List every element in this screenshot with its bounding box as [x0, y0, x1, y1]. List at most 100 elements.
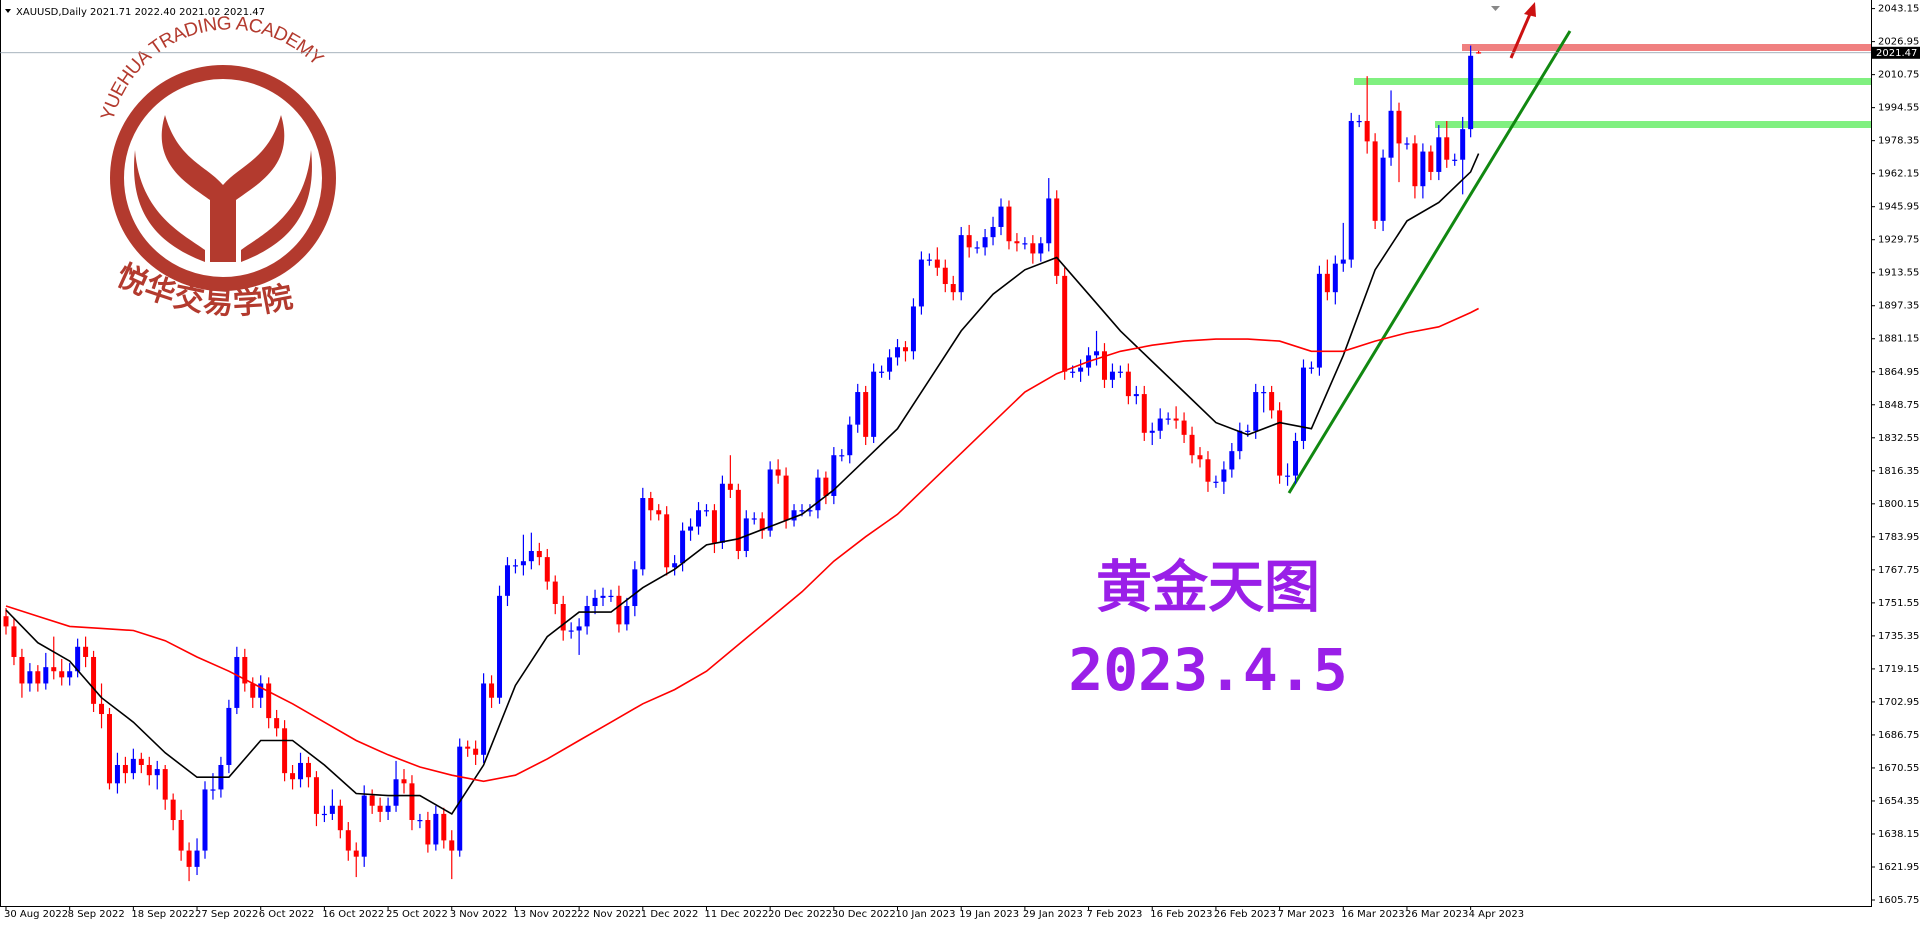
arrow — [1509, 13, 1532, 59]
y-tick-label: 1929.75 — [1878, 235, 1919, 246]
x-tick-label: 27 Sep 2022 — [195, 909, 258, 920]
candle-body — [839, 455, 845, 457]
price-label: 2021.47 — [1876, 48, 1917, 59]
candle-body — [146, 764, 152, 776]
candle-body — [242, 656, 248, 684]
candle-body — [1444, 137, 1450, 160]
candle-body — [1165, 418, 1171, 420]
candle-body — [998, 206, 1004, 227]
x-tick-label: 4 Apr 2023 — [1469, 909, 1524, 920]
candle-body — [393, 779, 399, 806]
y-tick-label: 1816.35 — [1878, 466, 1919, 477]
candle-body — [600, 595, 606, 598]
candle-body — [807, 510, 813, 512]
y-tick-label: 1638.15 — [1878, 829, 1919, 840]
candle-body — [1101, 351, 1107, 380]
candle-body — [560, 603, 566, 631]
candle-body — [910, 306, 916, 352]
x-tick-label: 29 Jan 2023 — [1023, 909, 1083, 920]
support-zone — [1435, 121, 1871, 128]
x-tick-label: 16 Mar 2023 — [1341, 909, 1404, 920]
candle-body — [290, 773, 296, 780]
candle-body — [855, 392, 861, 425]
candle-body — [759, 518, 765, 531]
candle-body — [1460, 129, 1466, 160]
y-tick-label: 1702.95 — [1878, 697, 1919, 708]
candle-body — [624, 606, 630, 625]
x-tick-label: 22 Nov 2022 — [577, 909, 641, 920]
x-tick-label: 7 Feb 2023 — [1087, 909, 1143, 920]
x-tick-label: 26 Feb 2023 — [1214, 909, 1276, 920]
candle-body — [1237, 430, 1243, 452]
candle-body — [27, 671, 33, 684]
candle-body — [313, 777, 319, 814]
logo-mark — [134, 150, 205, 262]
x-tick-label: 3 Nov 2022 — [450, 909, 508, 920]
candle-body — [1014, 241, 1020, 244]
candle-body — [895, 347, 901, 358]
y-tick-label: 2043.15 — [1878, 4, 1919, 15]
candle-body — [162, 769, 168, 800]
candle-body — [1245, 430, 1251, 432]
candle-body — [1269, 392, 1275, 411]
candle-body — [1412, 143, 1418, 187]
x-tick-label: 25 Oct 2022 — [386, 909, 448, 920]
candle-body — [11, 626, 17, 657]
candle-body — [616, 595, 622, 625]
candle-body — [727, 483, 733, 490]
moving-average — [5, 307, 1479, 783]
y-tick-label: 1848.75 — [1878, 400, 1919, 411]
x-tick-label: 6 Oct 2022 — [259, 909, 314, 920]
candle-body — [1125, 371, 1131, 397]
candle-body — [282, 728, 288, 774]
candle-body — [369, 795, 375, 806]
candle-body — [688, 526, 694, 531]
y-tick-label: 1719.15 — [1878, 664, 1919, 675]
candle-body — [1348, 120, 1354, 260]
candle-body — [528, 551, 534, 562]
candle-body — [1109, 371, 1115, 380]
candle-body — [1332, 263, 1338, 293]
x-tick-label: 13 Nov 2022 — [513, 909, 577, 920]
candle-body — [1388, 110, 1394, 158]
candle-body — [934, 259, 940, 268]
candle-body — [361, 795, 367, 857]
x-tick-label: 18 Sep 2022 — [131, 909, 194, 920]
candle-body — [592, 597, 598, 607]
candle-body — [154, 769, 160, 776]
x-tick-label: 10 Jan 2023 — [896, 909, 956, 920]
candle-body — [696, 510, 702, 527]
y-tick-label: 2010.75 — [1878, 70, 1919, 81]
candle-body — [672, 563, 678, 568]
candle-body — [1006, 206, 1012, 242]
candle-body — [775, 469, 781, 476]
candle-body — [831, 455, 837, 496]
candle-body — [170, 799, 176, 821]
candle-body — [512, 565, 518, 567]
candle-body — [648, 498, 654, 511]
price-label-box — [1872, 46, 1920, 59]
candle-body — [497, 595, 503, 698]
logo-mark — [241, 150, 312, 262]
candle-body — [1436, 137, 1442, 172]
candle-body — [1141, 394, 1147, 433]
candle-body — [258, 683, 264, 698]
candle-body — [298, 762, 304, 780]
candle-body — [1396, 110, 1402, 144]
plot: 2043.15 2026.95 2010.75 1994.55 1978.35 1962.… — [0, 4, 1920, 920]
candle-body — [417, 820, 423, 822]
y-tick-label: 1913.55 — [1878, 268, 1919, 279]
x-tick-label: 19 Jan 2023 — [959, 909, 1019, 920]
candle-body — [186, 850, 192, 867]
candle-body — [576, 626, 582, 631]
candle-body — [441, 813, 447, 841]
candle-body — [67, 671, 73, 678]
candle-body — [950, 284, 956, 293]
candle-body — [226, 707, 232, 765]
candle-body — [130, 758, 136, 774]
y-tick-label: 1832.55 — [1878, 433, 1919, 444]
candle-body — [59, 671, 65, 678]
candle-body — [1173, 418, 1179, 421]
candle-body — [1229, 451, 1235, 470]
candle-body — [608, 595, 614, 598]
